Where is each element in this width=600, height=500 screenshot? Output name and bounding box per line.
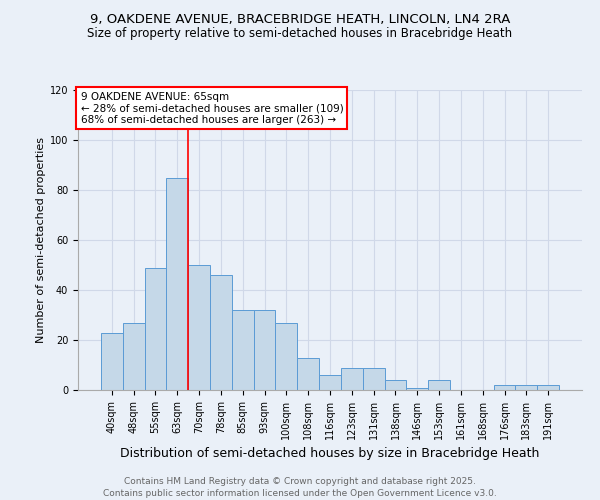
Bar <box>297 358 319 390</box>
Bar <box>123 322 145 390</box>
Bar <box>385 380 406 390</box>
Bar <box>232 310 254 390</box>
Text: 9, OAKDENE AVENUE, BRACEBRIDGE HEATH, LINCOLN, LN4 2RA: 9, OAKDENE AVENUE, BRACEBRIDGE HEATH, LI… <box>90 12 510 26</box>
Bar <box>494 385 515 390</box>
Bar <box>145 268 166 390</box>
Bar <box>428 380 450 390</box>
X-axis label: Distribution of semi-detached houses by size in Bracebridge Heath: Distribution of semi-detached houses by … <box>121 448 539 460</box>
Bar <box>319 375 341 390</box>
Bar <box>275 322 297 390</box>
Text: Contains HM Land Registry data © Crown copyright and database right 2025.
Contai: Contains HM Land Registry data © Crown c… <box>103 476 497 498</box>
Bar <box>363 368 385 390</box>
Bar <box>254 310 275 390</box>
Bar <box>515 385 537 390</box>
Text: Size of property relative to semi-detached houses in Bracebridge Heath: Size of property relative to semi-detach… <box>88 28 512 40</box>
Bar <box>341 368 363 390</box>
Bar <box>406 388 428 390</box>
Bar <box>537 385 559 390</box>
Bar <box>210 275 232 390</box>
Bar <box>166 178 188 390</box>
Text: 9 OAKDENE AVENUE: 65sqm
← 28% of semi-detached houses are smaller (109)
68% of s: 9 OAKDENE AVENUE: 65sqm ← 28% of semi-de… <box>80 92 343 124</box>
Y-axis label: Number of semi-detached properties: Number of semi-detached properties <box>35 137 46 343</box>
Bar <box>101 332 123 390</box>
Bar <box>188 265 210 390</box>
